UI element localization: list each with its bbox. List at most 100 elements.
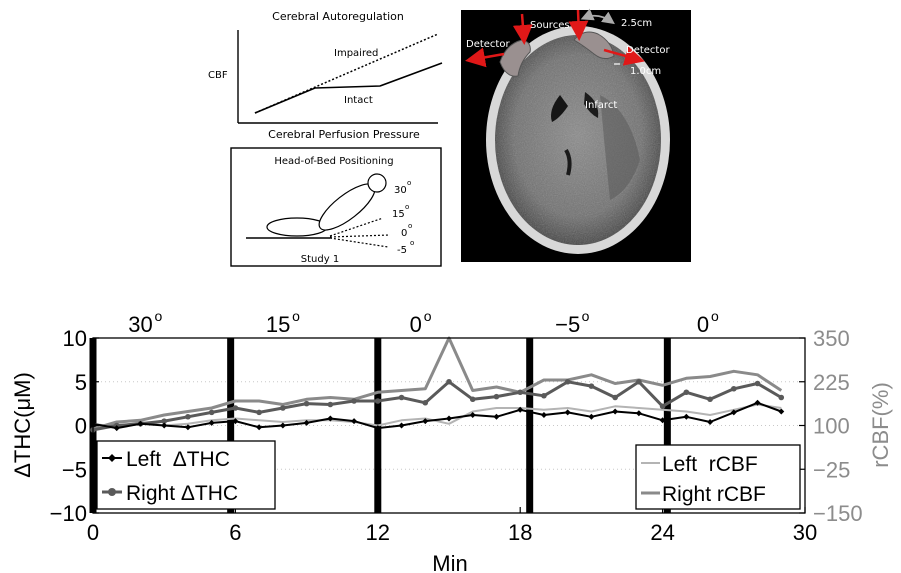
angle-15: 15 [392,209,405,220]
x-tick-label: 0 [87,520,99,545]
separation-arrow [580,8,615,25]
series-point [398,422,405,429]
x-axis-label: Min [432,551,467,573]
angle-neg5-degree: o [410,239,414,247]
phase-labels: 30 o 15 o 0 o −5 o 0 o [128,308,719,337]
series-point [351,398,357,404]
ct-panel: Sources Detector Detector 2.5cm 1.0cm In… [461,8,691,262]
series-left-thc-line [92,401,782,430]
left-y-tick-label: −5 [62,457,87,482]
series-point [754,399,761,406]
series-point [185,413,191,420]
phase-label-degree: o [582,308,590,324]
series-right-thc-line [92,380,783,432]
series-point [184,424,191,431]
series-point [279,422,286,429]
phase-label-degree: o [711,308,719,324]
detector-right-label: Detector [626,45,670,56]
right-source-arrow [568,9,589,41]
series-point [161,422,168,429]
series-point [493,393,500,400]
series-point [588,383,595,389]
left-detector-arrow [465,47,505,68]
angle-neg5: -5 [397,245,407,256]
autoregulation-panel: Cerebral Autoregulation CBF Cerebral Per… [208,10,443,141]
legend-left-thc-label: Left ΔTHC [126,448,230,471]
legend-left: Left ΔTHC Right ΔTHC [96,440,276,510]
left-source-arrow [512,13,533,45]
sources-label: Sources [530,20,570,31]
left-y-tick-label: 5 [75,370,87,395]
left-y-tick-label: −10 [50,501,87,526]
impaired-label: Impaired [334,48,378,59]
autoregulation-y-label: CBF [208,70,228,81]
legend-right-thc-label: Right ΔTHC [126,482,238,505]
series-point [280,405,286,411]
angle-15-degree: o [405,203,409,211]
positioning-panel: Head-of-Bed Positioning 30 o 15 o 0 o -5… [230,147,442,267]
series-point [564,378,571,385]
series-point [612,394,618,401]
series-point [731,385,737,392]
x-tick-label: 6 [229,520,241,545]
series-point [612,408,619,415]
ct-left-ventricle [551,95,568,122]
series-point [113,425,120,432]
legend-right: Left rCBF Right rCBF [635,444,801,510]
series-point [541,392,547,399]
series-point [303,419,310,426]
series-point [446,378,452,385]
series-point [707,419,714,425]
series-point [635,410,642,417]
x-tick-label: 12 [366,520,390,545]
series-point [351,418,358,425]
series-right-rcbf-line [92,336,783,431]
positioning-title: Head-of-Bed Positioning [274,156,393,167]
series-point [232,405,239,411]
right-y-tick-label: −25 [813,457,850,482]
intact-curve [254,62,443,114]
ct-right-ventricle [584,92,599,118]
right-y-tick-label: −150 [813,501,863,526]
legend-right-thc-marker [108,488,116,496]
series-point [303,400,310,407]
right-detector-arrow [603,46,645,66]
series-point [398,394,405,401]
angle-30-degree: o [407,179,411,187]
ct-infarct-region [600,95,640,200]
series-left-rcbf-line [92,403,782,429]
series-point [327,401,334,408]
angle-line-neg5 [329,237,389,248]
autoregulation-title: Cerebral Autoregulation [272,10,404,23]
left-y-axis-label: ΔTHC(μM) [10,372,35,478]
left-y-tick-label: 0 [75,414,87,439]
series-point [422,399,429,406]
angle-30: 30 [394,185,407,196]
series-point [161,418,167,424]
series-point [517,406,524,413]
legend-left-thc-marker [108,454,116,462]
series-point [493,413,500,420]
angle-line-0 [329,234,391,238]
x-tick-label: 24 [650,520,674,545]
right-y-tick-label: 225 [813,370,850,395]
legend-right-box [635,444,801,510]
series-point [636,378,642,385]
series-point [659,417,666,424]
positioning-frame [230,147,442,267]
legend-right-rcbf-label: Right rCBF [662,483,766,506]
x-tick-label: 30 [793,520,817,545]
phase-label-degree: o [154,308,162,324]
right-y-tick-label: 100 [813,414,850,439]
series-point [208,419,215,426]
series-point [375,398,381,404]
patient-legs [266,217,328,237]
angle-0-degree: o [408,222,412,230]
ct-third-ventricle [564,148,572,176]
right-y-tick-label: 350 [813,326,850,351]
series-point [232,418,239,425]
axes: 10 5 0 −5 −10 350 225 100 −25 −150 0 6 12 18 24 30 [50,326,863,545]
separation-label: 2.5cm [621,18,652,29]
